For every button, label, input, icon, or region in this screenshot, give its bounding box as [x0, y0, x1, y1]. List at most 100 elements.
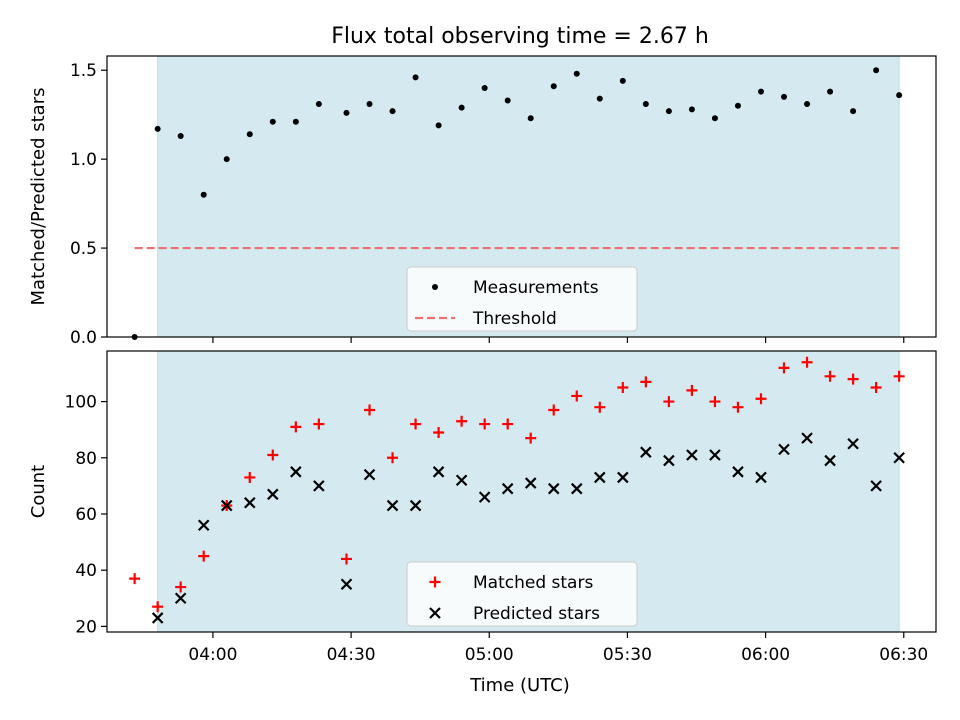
matched-stars-point [640, 376, 652, 388]
y-axis-label: Count [28, 465, 49, 518]
predicted-stars-point [893, 452, 905, 464]
measurement-point [366, 101, 373, 108]
predicted-stars-point [455, 474, 468, 487]
measurement-point [435, 122, 442, 129]
legend-label: Predicted stars [473, 604, 600, 624]
y-tick-label: 80 [75, 449, 97, 469]
measurement-point [223, 156, 230, 163]
predicted-stars-point [174, 592, 187, 605]
measurement-point [850, 108, 857, 115]
y-tick-label: 1.0 [70, 150, 97, 170]
y-tick-label: 60 [75, 505, 97, 525]
legend-box [406, 266, 638, 332]
measurement-point [389, 108, 396, 115]
y-tick-label: 1.5 [70, 61, 97, 81]
measurement-point [200, 191, 207, 198]
legend-label: Measurements [473, 278, 599, 298]
predicted-stars-point [824, 454, 836, 467]
matched-stars-point [502, 418, 514, 430]
matched-stars-point [267, 449, 279, 461]
x-axis-label: Time (UTC) [469, 675, 570, 696]
legend-swatch [429, 607, 441, 619]
matched-stars-point [340, 553, 352, 565]
y-tick-label: 100 [65, 393, 97, 413]
plot-frame [106, 55, 937, 338]
x-tick-label: 05:00 [465, 645, 514, 665]
predicted-stars-point [663, 454, 675, 467]
matched-stars-point [709, 396, 721, 408]
predicted-stars-point [220, 499, 233, 512]
y-axis-label: Matched/Predicted stars [28, 88, 49, 306]
measurement-point [688, 106, 695, 113]
predicted-stars-point [478, 491, 491, 503]
matched-stars-point [313, 418, 325, 430]
predicted-stars-point [501, 482, 514, 495]
legend-label: Threshold [472, 309, 557, 329]
matched-stars-point [410, 418, 422, 430]
measurement-point [292, 118, 299, 125]
matched-stars-point [129, 573, 141, 585]
predicted-stars-point [547, 482, 560, 495]
predicted-stars-point [570, 482, 583, 495]
predicted-stars-point [267, 488, 279, 501]
measurement-point [550, 83, 557, 90]
predicted-stars-point [363, 468, 376, 481]
matched-stars-point [663, 396, 675, 408]
measurement-point [573, 70, 580, 77]
measurement-point [781, 93, 788, 100]
predicted-stars-point [617, 471, 629, 484]
matched-stars-point [152, 601, 164, 613]
y-tick-label: 0.5 [70, 239, 97, 259]
measurement-point [896, 92, 903, 99]
predicted-stars-point [432, 466, 445, 478]
measurement-point [596, 95, 603, 102]
matched-stars-point [548, 404, 560, 416]
predicted-stars-point [340, 578, 353, 591]
matched-stars-point [617, 382, 629, 394]
predicted-stars-point [686, 449, 698, 461]
predicted-stars-point [847, 437, 859, 450]
predicted-stars-point [870, 480, 882, 492]
matched-stars-point [433, 426, 445, 438]
matched-stars-point [387, 452, 399, 464]
plot-frame [106, 350, 937, 633]
predicted-stars-point [313, 480, 325, 492]
measurement-point [711, 115, 718, 122]
predicted-stars-point [290, 466, 302, 478]
measurement-point [246, 131, 253, 138]
measurement-point [527, 115, 534, 122]
measurement-point [315, 101, 322, 108]
x-tick-label: 05:30 [603, 645, 652, 665]
predicted-stars-point [524, 477, 537, 489]
measurement-point [873, 67, 880, 74]
matched-stars-point [824, 370, 836, 382]
matched-stars-point [364, 404, 376, 416]
legend-box [406, 561, 638, 627]
ratio-panel: 0.0 0.5 1.0 1.5 Matched/Predicted stars Measu… [28, 55, 937, 348]
y-tick-label: 40 [75, 561, 97, 581]
x-tick-label: 04:30 [327, 645, 376, 665]
y-tick-label: 0.0 [70, 328, 97, 348]
matched-stars-point [571, 390, 583, 402]
measurement-point [343, 109, 350, 116]
predicted-stars-point [778, 443, 790, 456]
matched-stars-point [778, 362, 790, 374]
measurement-point [827, 88, 834, 95]
predicted-stars-point [197, 519, 210, 531]
predicted-stars-point [755, 471, 767, 484]
measurement-point [412, 74, 419, 81]
predicted-stars-point [732, 466, 744, 478]
matched-stars-point [847, 373, 859, 385]
predicted-stars-point [409, 499, 422, 512]
matched-stars-point [290, 421, 302, 433]
matched-stars-point [732, 401, 744, 413]
chart-title: Flux total observing time = 2.67 h [331, 24, 709, 49]
measurement-point [154, 125, 161, 132]
predicted-stars-point [243, 496, 256, 509]
matched-stars-point [479, 418, 491, 430]
measurement-point [757, 88, 764, 95]
measurement-point [177, 133, 184, 140]
measurement-point [269, 118, 276, 125]
count-panel: 20 40 60 80 100 04:00 04:30 05:00 05:30 06:00 06:3… [28, 350, 937, 665]
